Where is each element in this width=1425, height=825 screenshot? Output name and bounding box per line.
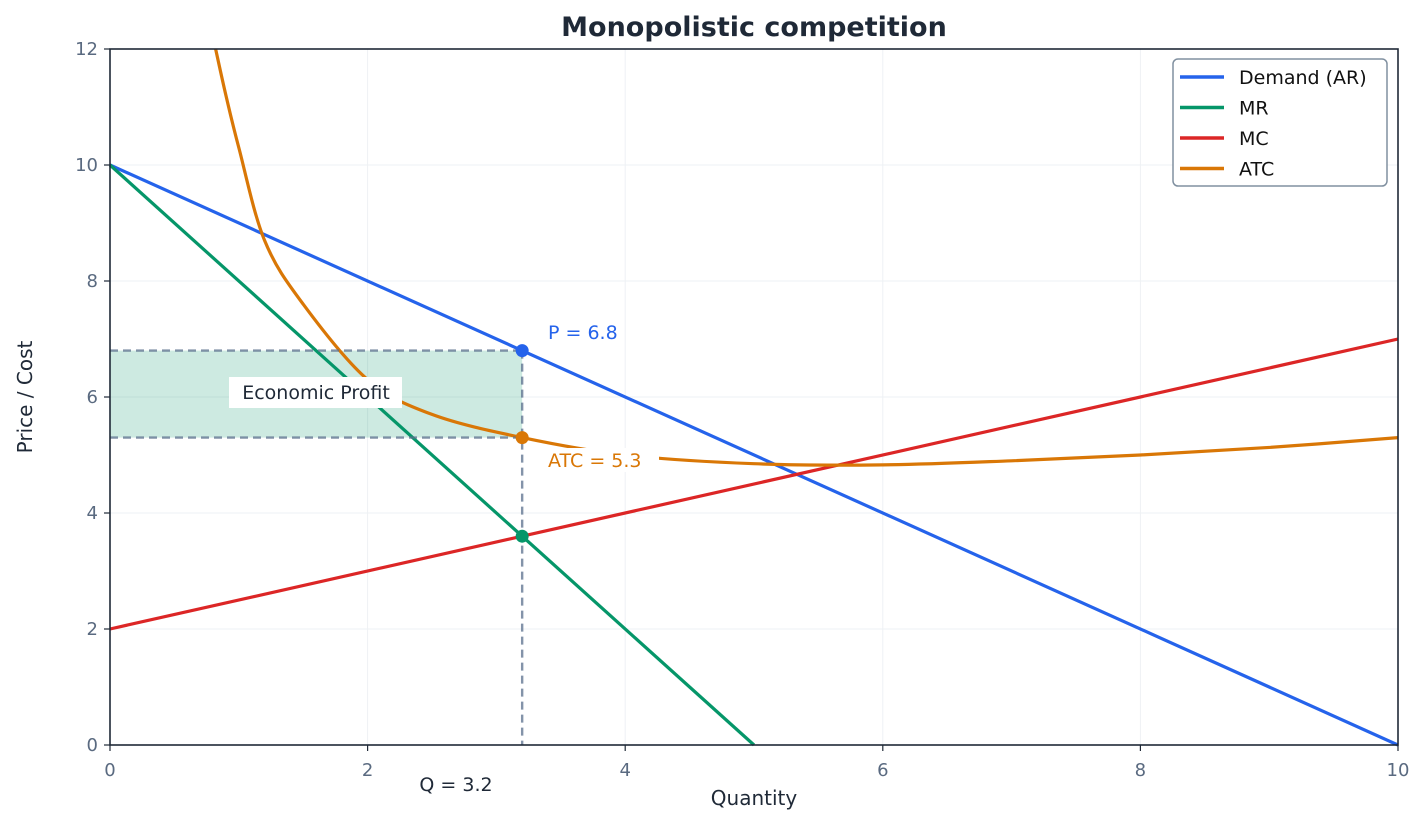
legend-box xyxy=(1172,58,1388,187)
atc-point xyxy=(515,431,529,445)
atc-value-label: ATC = 5.3 xyxy=(548,450,642,472)
legend-label-mc: MC xyxy=(1239,128,1269,150)
y-tick-label: 10 xyxy=(75,155,98,176)
y-tick-label: 2 xyxy=(87,619,98,640)
annotation-layer: Economic Profit P = 6.8 ATC = 5.3 Q = 3.… xyxy=(229,322,659,796)
price-label: P = 6.8 xyxy=(548,322,618,344)
chart-title: Monopolistic competition xyxy=(561,12,947,43)
x-tick-label: 0 xyxy=(104,760,115,781)
series-layer xyxy=(108,48,1399,747)
atc-label-box xyxy=(544,448,659,472)
price-point xyxy=(515,344,529,358)
legend-label-demand-ar: Demand (AR) xyxy=(1239,67,1367,89)
y-tick-label: 12 xyxy=(75,39,98,60)
y-tick-label: 8 xyxy=(87,271,98,292)
x-tick-label: 2 xyxy=(362,760,373,781)
y-tick-label: 0 xyxy=(87,735,98,756)
legend-label-mr: MR xyxy=(1239,98,1269,120)
tick-layer: 0 2 4 6 8 10 0 2 4 6 8 10 12 xyxy=(75,39,1409,781)
x-axis-label: Quantity xyxy=(711,786,798,810)
series-line-mr xyxy=(108,163,756,747)
y-tick-label: 6 xyxy=(87,387,98,408)
series-line-mc xyxy=(109,337,1399,631)
legend: Demand (AR) MR MC ATC xyxy=(1172,58,1388,187)
y-tick-label: 4 xyxy=(87,503,98,524)
profit-label: Economic Profit xyxy=(242,382,390,404)
quantity-label: Q = 3.2 xyxy=(419,774,492,796)
x-tick-label: 8 xyxy=(1135,760,1146,781)
x-tick-label: 10 xyxy=(1387,760,1410,781)
marker-layer xyxy=(110,344,529,745)
profit-label-box xyxy=(229,377,402,408)
mr-mc-point xyxy=(515,529,529,543)
x-tick-label: 6 xyxy=(877,760,888,781)
y-axis-label: Price / Cost xyxy=(13,340,37,453)
x-tick-label: 4 xyxy=(619,760,630,781)
legend-label-atc: ATC xyxy=(1239,159,1274,181)
series-line-demand-ar xyxy=(109,163,1399,747)
